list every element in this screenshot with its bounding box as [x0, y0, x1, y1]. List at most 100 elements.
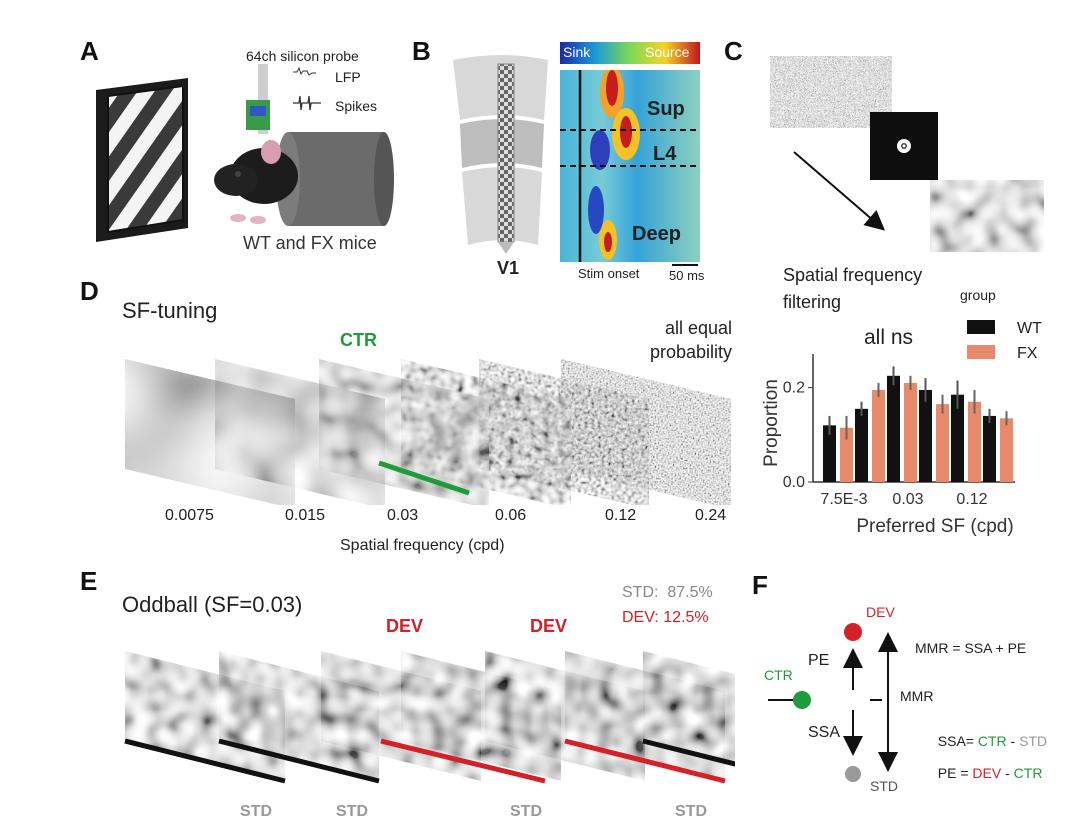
- x-tick-label: 0.12: [956, 491, 987, 508]
- ssa-equation: SSA= CTR - STD: [930, 717, 1047, 749]
- pe-equation: PE = DEV - CTR: [930, 749, 1043, 781]
- v1-label: V1: [497, 258, 520, 278]
- std-dot: [845, 766, 861, 782]
- legend-swatch-wt: [967, 320, 995, 334]
- bar-fx-0.24: [1000, 418, 1013, 482]
- ctr-label-d: CTR: [340, 330, 377, 350]
- std-label-2: STD: [336, 803, 368, 820]
- ctr-underline: [378, 460, 470, 496]
- silicon-probe-icon: [258, 64, 268, 134]
- spikes-trace-icon: [293, 95, 321, 111]
- spikes-label: Spikes: [335, 98, 378, 114]
- legend-title: group: [960, 287, 996, 303]
- csd-heatmap: [560, 70, 700, 262]
- oddball-title: Oddball (SF=0.03): [122, 592, 303, 617]
- std-label-1: STD: [240, 803, 272, 820]
- x-tick-label: 0.03: [892, 491, 923, 508]
- ssa-label: SSA: [808, 724, 841, 741]
- ctr-dot: [793, 691, 811, 709]
- bar-wt-0.0075: [823, 425, 836, 482]
- y-axis-label: Proportion: [761, 379, 782, 467]
- std-underline: [642, 738, 735, 767]
- layer-sup-label: Sup: [647, 98, 685, 120]
- panel-label-a: A: [80, 36, 99, 66]
- dev-dot: [844, 623, 862, 641]
- std-node-label: STD: [870, 778, 898, 794]
- sf-value-2: 0.03: [387, 507, 419, 524]
- scale-bar-label: 50 ms: [669, 268, 705, 283]
- pe-label: PE: [808, 652, 830, 669]
- std-probability: STD: 87.5%: [622, 584, 713, 601]
- std-underline: [124, 738, 286, 784]
- bar-fx-0.015: [872, 389, 885, 482]
- sink-label: Sink: [563, 44, 591, 60]
- lfp-label: LFP: [335, 69, 361, 85]
- mmr-equation: MMR = SSA + PE: [915, 640, 1027, 656]
- panel-label-b: B: [412, 36, 431, 66]
- mmr-label: MMR: [900, 688, 934, 704]
- sf-value-5: 0.24: [695, 507, 727, 524]
- bar-fx-0.0075: [840, 427, 853, 482]
- legend-label-wt: WT: [1017, 320, 1042, 337]
- filter-caption: Spatial frequency filtering: [783, 265, 923, 312]
- bar-wt-0.03: [887, 375, 900, 482]
- dev-label-1: DEV: [386, 616, 424, 636]
- ssa-eq-ctr: CTR: [977, 733, 1007, 749]
- y-tick-label: 0.2: [783, 380, 805, 397]
- panel-label-c: C: [724, 36, 743, 66]
- std-underline: [218, 738, 380, 784]
- filtering-illustration: [770, 56, 1044, 252]
- dev-node-label: DEV: [866, 604, 895, 620]
- sf-value-4: 0.12: [605, 507, 637, 524]
- oddball-sequence: [124, 651, 735, 784]
- pe-eq-dev: DEV: [972, 765, 1002, 781]
- std-label-4: STD: [675, 803, 707, 820]
- bar-wt-0.24: [983, 415, 996, 482]
- sf-value-1: 0.015: [285, 507, 326, 524]
- equal-prob-note: all equal probability: [649, 318, 732, 362]
- cortex-layers-diagram: [453, 55, 548, 254]
- dev-label-2: DEV: [530, 616, 568, 636]
- ssa-eq-lhs: SSA=: [937, 733, 978, 749]
- layer-deep-label: Deep: [632, 223, 681, 245]
- lfp-trace-icon: [293, 66, 316, 76]
- x-axis-label: Preferred SF (cpd): [856, 516, 1013, 537]
- scale-bar: [672, 264, 698, 266]
- sf-stimulus-stack: [125, 359, 731, 505]
- legend-label-fx: FX: [1017, 345, 1038, 362]
- y-tick-label: 0.0: [783, 474, 805, 491]
- bar-fx-0.12: [968, 401, 981, 482]
- sf-value-0: 0.0075: [165, 507, 214, 524]
- panel-label-e: E: [80, 566, 98, 596]
- layer-l4-label: L4: [653, 143, 677, 165]
- dev-underline: [380, 738, 546, 784]
- panel-label-d: D: [80, 276, 99, 306]
- mouse-tube: [288, 132, 384, 226]
- ssa-eq-std: STD: [1019, 733, 1048, 749]
- csd-colorbar: [560, 42, 700, 64]
- panel-label-f: F: [752, 570, 768, 600]
- panel-a-illustration: [96, 64, 394, 242]
- mmr-diagram: [768, 623, 898, 782]
- pe-eq-minus: -: [1001, 765, 1014, 781]
- std-label-3: STD: [510, 803, 542, 820]
- dev-underline: [564, 738, 726, 784]
- sf-tuning-title: SF-tuning: [122, 298, 218, 323]
- sf-preference-bar-chart: 0.0 0.2 7.5E-3 0.03 0.12 Proportion Preferred …: [761, 320, 1042, 537]
- bar-fx-0.06: [936, 404, 949, 482]
- sf-value-3: 0.06: [495, 507, 527, 524]
- ssa-eq-minus: -: [1006, 733, 1020, 749]
- stim-onset-label: Stim onset: [578, 266, 640, 281]
- pe-eq-ctr: CTR: [1013, 765, 1043, 781]
- bar-wt-0.015: [855, 408, 868, 482]
- bar-wt-0.12: [951, 394, 964, 482]
- legend-swatch-fx: [967, 345, 995, 359]
- bar-wt-0.06: [919, 389, 932, 482]
- source-label: Source: [645, 44, 690, 60]
- ctr-node-label: CTR: [764, 667, 793, 683]
- sf-xlabel: Spatial frequency (cpd): [340, 537, 505, 554]
- x-tick-label: 7.5E-3: [820, 491, 867, 508]
- bar-fx-0.03: [904, 382, 917, 482]
- probe-label: 64ch silicon probe: [246, 48, 359, 64]
- pe-eq-lhs: PE =: [937, 765, 973, 781]
